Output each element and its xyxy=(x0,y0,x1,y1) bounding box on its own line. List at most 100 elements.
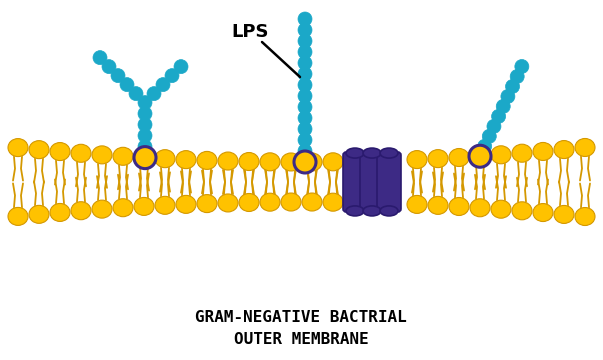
Ellipse shape xyxy=(281,153,301,171)
Circle shape xyxy=(487,119,501,133)
Ellipse shape xyxy=(8,207,28,225)
Circle shape xyxy=(138,140,152,154)
Circle shape xyxy=(93,51,107,64)
Ellipse shape xyxy=(155,150,175,168)
Ellipse shape xyxy=(239,153,259,171)
Ellipse shape xyxy=(218,152,238,170)
Circle shape xyxy=(501,89,515,103)
Ellipse shape xyxy=(281,193,301,211)
Ellipse shape xyxy=(575,207,595,225)
Circle shape xyxy=(496,99,510,113)
Ellipse shape xyxy=(113,199,133,217)
Ellipse shape xyxy=(176,150,196,168)
FancyBboxPatch shape xyxy=(343,152,367,212)
Ellipse shape xyxy=(512,144,532,162)
Ellipse shape xyxy=(71,144,91,162)
Circle shape xyxy=(134,147,156,168)
Circle shape xyxy=(478,139,491,153)
Circle shape xyxy=(165,69,179,82)
Ellipse shape xyxy=(113,147,133,165)
Ellipse shape xyxy=(407,150,427,168)
Ellipse shape xyxy=(218,194,238,212)
Circle shape xyxy=(491,109,505,123)
Ellipse shape xyxy=(260,193,280,211)
Ellipse shape xyxy=(71,202,91,220)
Circle shape xyxy=(147,87,161,100)
Circle shape xyxy=(138,118,152,132)
Ellipse shape xyxy=(197,152,217,170)
Ellipse shape xyxy=(407,195,427,213)
Circle shape xyxy=(294,151,316,173)
Circle shape xyxy=(138,107,152,121)
Ellipse shape xyxy=(449,198,469,216)
Ellipse shape xyxy=(50,203,70,221)
Ellipse shape xyxy=(323,193,343,211)
Ellipse shape xyxy=(260,153,280,171)
Text: OUTER MEMBRANE: OUTER MEMBRANE xyxy=(233,333,368,347)
Ellipse shape xyxy=(29,205,49,223)
Ellipse shape xyxy=(380,206,398,216)
Ellipse shape xyxy=(92,200,112,218)
Ellipse shape xyxy=(575,139,595,157)
Ellipse shape xyxy=(155,196,175,214)
Circle shape xyxy=(482,129,496,143)
Circle shape xyxy=(469,145,491,167)
Ellipse shape xyxy=(29,141,49,159)
Ellipse shape xyxy=(323,153,343,171)
Text: LPS: LPS xyxy=(231,23,269,41)
Ellipse shape xyxy=(380,148,398,158)
Circle shape xyxy=(510,69,524,84)
Circle shape xyxy=(102,60,116,73)
Circle shape xyxy=(298,34,312,48)
Ellipse shape xyxy=(197,195,217,213)
Circle shape xyxy=(298,56,312,70)
Circle shape xyxy=(129,87,143,100)
Ellipse shape xyxy=(50,143,70,161)
Ellipse shape xyxy=(491,200,511,218)
FancyBboxPatch shape xyxy=(377,152,401,212)
Ellipse shape xyxy=(134,197,154,215)
Ellipse shape xyxy=(346,148,364,158)
Circle shape xyxy=(138,129,152,143)
Circle shape xyxy=(298,67,312,81)
Ellipse shape xyxy=(533,203,553,221)
Ellipse shape xyxy=(449,149,469,167)
Ellipse shape xyxy=(302,193,322,211)
Circle shape xyxy=(111,69,125,82)
Circle shape xyxy=(298,12,312,26)
Ellipse shape xyxy=(363,148,381,158)
Ellipse shape xyxy=(554,206,574,224)
Circle shape xyxy=(298,45,312,59)
Ellipse shape xyxy=(533,143,553,161)
Circle shape xyxy=(298,133,312,147)
Ellipse shape xyxy=(428,196,448,214)
Ellipse shape xyxy=(470,199,490,217)
Ellipse shape xyxy=(92,146,112,164)
Ellipse shape xyxy=(491,146,511,164)
FancyBboxPatch shape xyxy=(360,152,384,212)
Ellipse shape xyxy=(554,140,574,158)
Circle shape xyxy=(298,111,312,125)
Circle shape xyxy=(298,100,312,114)
Ellipse shape xyxy=(428,150,448,168)
Ellipse shape xyxy=(176,195,196,213)
Circle shape xyxy=(298,23,312,37)
Circle shape xyxy=(156,78,170,91)
Ellipse shape xyxy=(239,193,259,211)
Circle shape xyxy=(298,122,312,136)
Circle shape xyxy=(138,96,152,109)
Ellipse shape xyxy=(346,206,364,216)
Ellipse shape xyxy=(8,139,28,157)
Ellipse shape xyxy=(134,149,154,167)
Ellipse shape xyxy=(470,147,490,165)
Circle shape xyxy=(298,144,312,158)
Circle shape xyxy=(120,78,134,91)
Circle shape xyxy=(298,78,312,92)
Ellipse shape xyxy=(512,202,532,220)
Ellipse shape xyxy=(302,153,322,171)
Circle shape xyxy=(174,60,188,73)
Circle shape xyxy=(298,89,312,103)
Text: GRAM-NEGATIVE BACTRIAL: GRAM-NEGATIVE BACTRIAL xyxy=(195,310,407,325)
Ellipse shape xyxy=(363,206,381,216)
Circle shape xyxy=(505,80,520,94)
